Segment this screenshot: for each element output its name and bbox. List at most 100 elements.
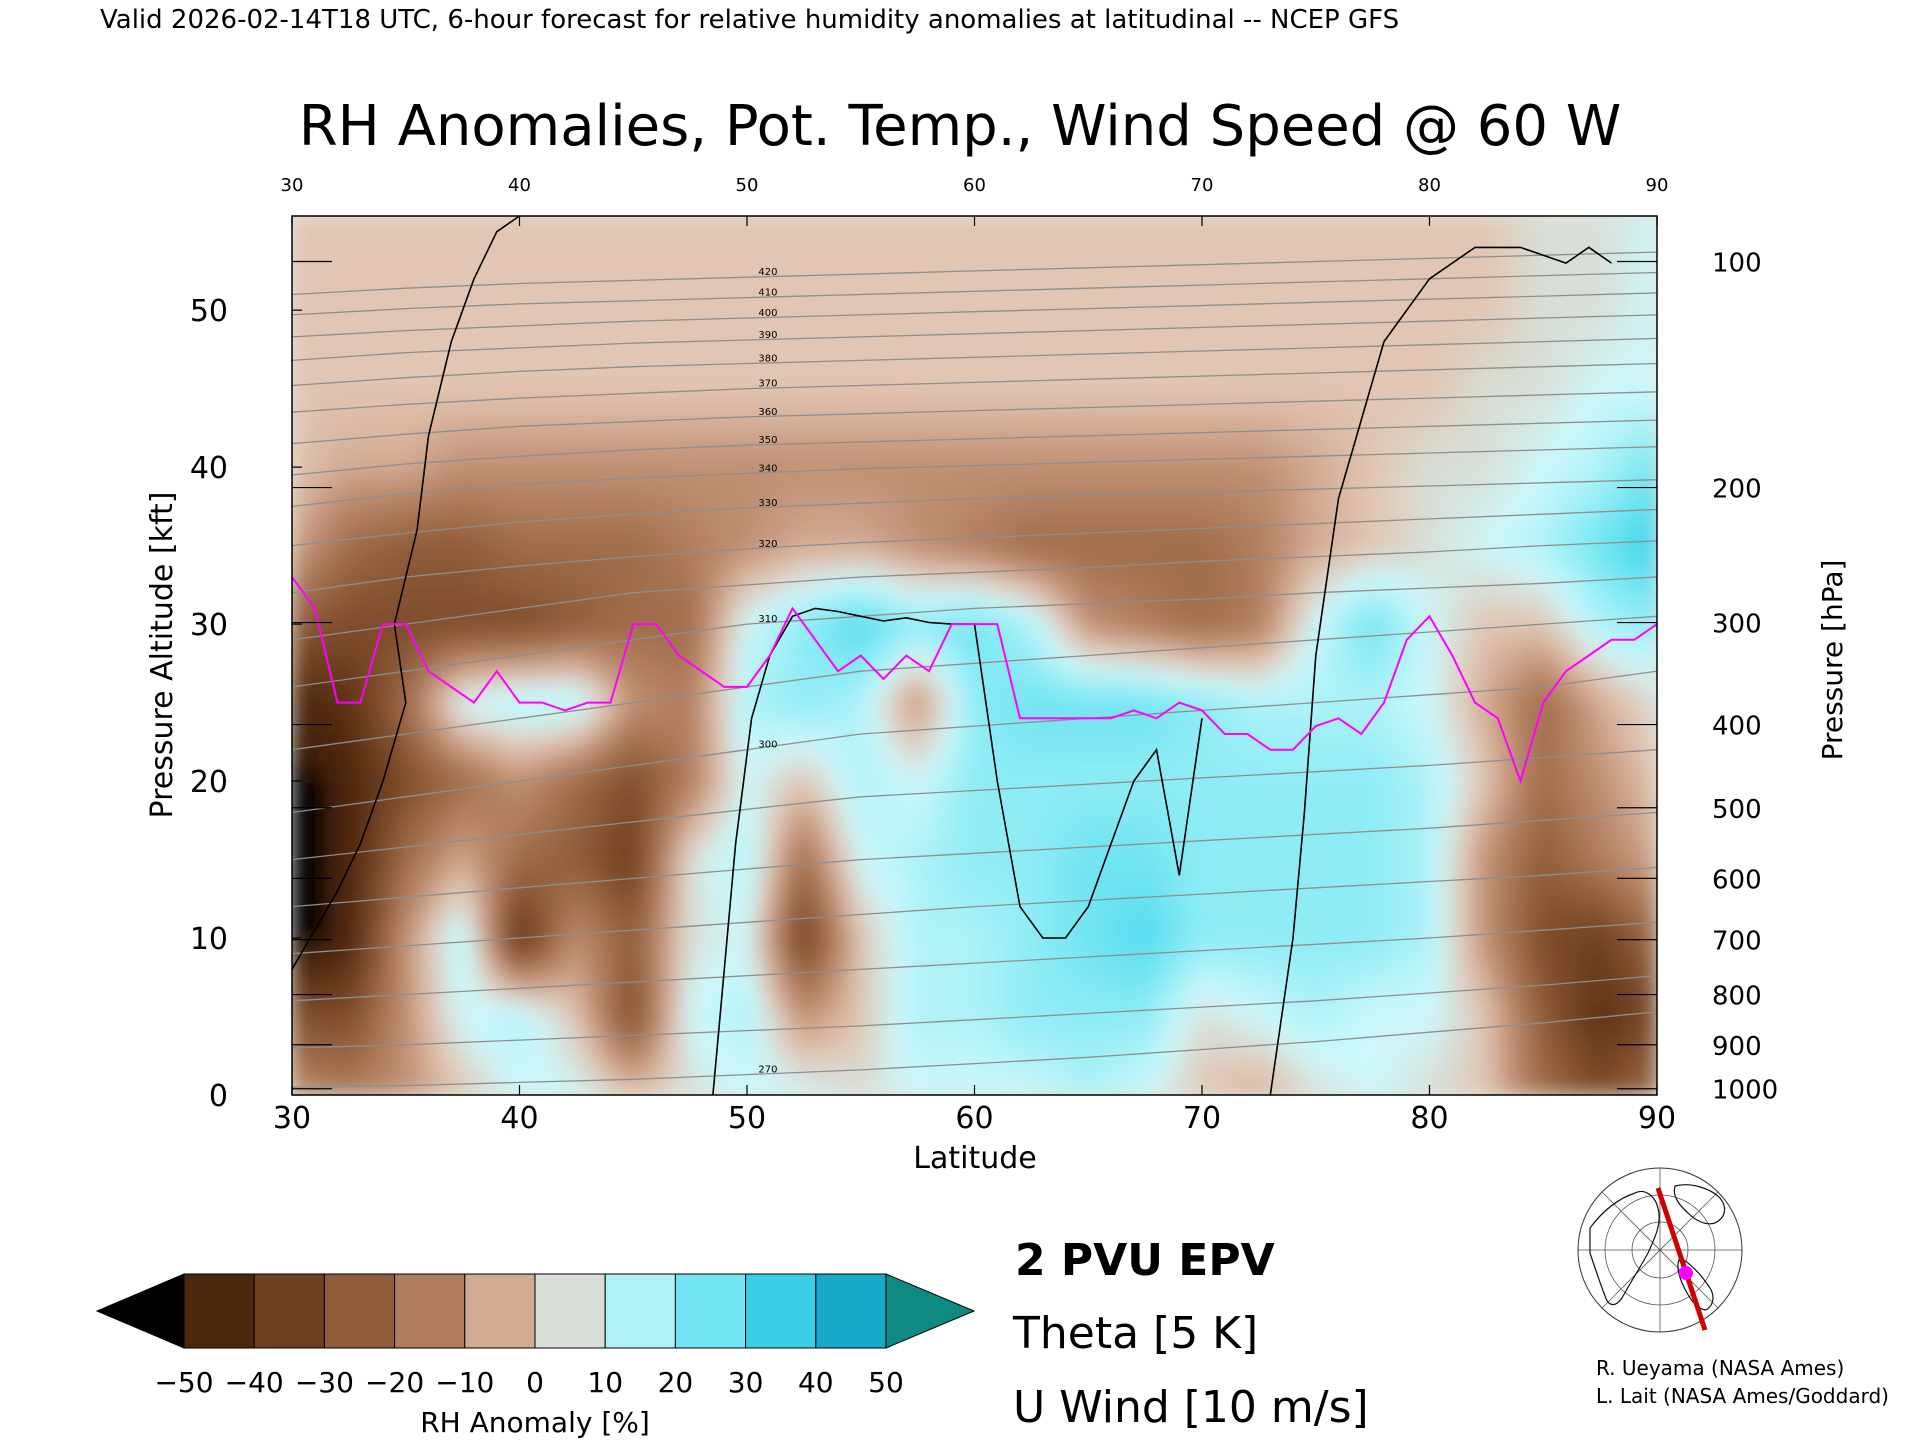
rh-anomaly-cell	[1508, 953, 1521, 970]
rh-anomaly-cell	[1565, 482, 1578, 500]
rh-anomaly-cell	[905, 498, 919, 515]
rh-anomaly-cell	[598, 1078, 611, 1095]
rh-anomaly-cell	[1360, 733, 1374, 751]
rh-anomaly-cell	[1235, 576, 1248, 594]
rh-anomaly-cell	[701, 717, 714, 735]
rh-anomaly-cell	[1053, 827, 1066, 845]
rh-anomaly-cell	[1212, 686, 1226, 704]
rh-anomaly-cell	[507, 1047, 520, 1065]
rh-anomaly-cell	[1633, 953, 1647, 970]
rh-anomaly-cell	[928, 560, 941, 578]
rh-anomaly-cell	[1599, 717, 1612, 735]
rh-anomaly-cell	[1497, 874, 1510, 892]
rh-anomaly-cell	[871, 968, 884, 986]
rh-anomaly-cell	[894, 576, 907, 594]
rh-anomaly-cell	[1463, 780, 1476, 798]
rh-anomaly-cell	[757, 435, 771, 452]
rh-anomaly-cell	[587, 450, 600, 468]
rh-anomaly-cell	[610, 827, 623, 845]
rh-anomaly-cell	[939, 1047, 953, 1065]
rh-anomaly-cell	[951, 764, 964, 782]
rh-anomaly-cell	[1406, 874, 1419, 892]
rh-anomaly-cell	[1235, 843, 1248, 861]
rh-anomaly-cell	[803, 984, 816, 1002]
rh-anomaly-cell	[575, 435, 589, 452]
rh-anomaly-cell	[939, 968, 953, 986]
rh-anomaly-cell	[428, 780, 441, 798]
rh-anomaly-cell	[1110, 607, 1123, 625]
rh-anomaly-cell	[1008, 466, 1021, 484]
rh-anomaly-cell	[1531, 764, 1544, 782]
rh-anomaly-cell	[1008, 513, 1021, 531]
rh-anomaly-cell	[780, 1016, 793, 1033]
rh-anomaly-cell	[1019, 1000, 1032, 1018]
rh-anomaly-cell	[689, 827, 702, 845]
rh-anomaly-cell	[450, 607, 464, 625]
rh-anomaly-cell	[337, 827, 350, 845]
rh-anomaly-cell	[1633, 576, 1647, 594]
rh-anomaly-cell	[632, 1047, 646, 1065]
rh-anomaly-cell	[837, 498, 850, 515]
rh-anomaly-cell	[1167, 937, 1180, 955]
rh-anomaly-cell	[1178, 513, 1192, 531]
rh-anomaly-cell	[575, 545, 589, 562]
rh-anomaly-cell	[484, 906, 498, 923]
rh-anomaly-cell	[1178, 764, 1192, 782]
rh-anomaly-cell	[1372, 1063, 1385, 1080]
rh-anomaly-cell	[1076, 859, 1089, 876]
rh-anomaly-cell	[416, 545, 429, 562]
rh-anomaly-cell	[1645, 1078, 1657, 1095]
rh-anomaly-cell	[302, 607, 316, 625]
rh-anomaly-cell	[393, 639, 407, 656]
rh-anomaly-cell	[348, 655, 361, 672]
rh-anomaly-cell	[1497, 827, 1510, 845]
rh-anomaly-cell	[1338, 937, 1351, 955]
rh-anomaly-cell	[292, 623, 304, 641]
rh-anomaly-cell	[905, 592, 919, 609]
rh-anomaly-cell	[1008, 764, 1021, 782]
rh-anomaly-cell	[1497, 906, 1510, 923]
rh-anomaly-cell	[860, 984, 873, 1002]
rh-anomaly-cell	[905, 545, 919, 562]
rh-anomaly-cell	[371, 953, 384, 970]
rh-anomaly-cell	[1224, 607, 1237, 625]
rh-anomaly-cell	[735, 890, 748, 908]
rh-anomaly-cell	[1167, 827, 1180, 845]
rh-anomaly-cell	[371, 1000, 384, 1018]
rh-anomaly-cell	[666, 937, 680, 955]
rh-anomaly-cell	[939, 576, 953, 594]
rh-anomaly-cell	[610, 498, 623, 515]
rh-anomaly-cell	[1247, 953, 1260, 970]
rh-anomaly-cell	[1394, 560, 1408, 578]
rh-anomaly-cell	[371, 1078, 384, 1095]
rh-anomaly-cell	[325, 576, 338, 594]
rh-anomaly-cell	[450, 545, 464, 562]
rh-anomaly-cell	[348, 1047, 361, 1065]
rh-anomaly-cell	[1247, 1016, 1260, 1033]
rh-anomaly-cell	[473, 482, 486, 500]
rh-anomaly-cell	[814, 1078, 828, 1095]
rh-anomaly-cell	[746, 498, 759, 515]
rh-anomaly-cell	[348, 968, 361, 986]
rh-anomaly-cell	[1042, 607, 1055, 625]
rh-anomaly-cell	[1645, 702, 1657, 719]
rh-anomaly-cell	[837, 984, 850, 1002]
rh-anomaly-cell	[689, 435, 702, 452]
rh-anomaly-cell	[473, 859, 486, 876]
rh-anomaly-cell	[359, 921, 373, 939]
rh-anomaly-cell	[701, 984, 714, 1002]
rh-anomaly-cell	[393, 1063, 407, 1080]
rh-anomaly-cell	[1417, 764, 1430, 782]
rh-anomaly-cell	[564, 780, 577, 798]
rh-anomaly-cell	[1087, 733, 1101, 751]
rh-anomaly-cell	[292, 796, 304, 813]
rh-anomaly-cell	[826, 639, 839, 656]
rh-anomaly-cell	[621, 498, 634, 515]
rh-anomaly-cell	[962, 1000, 975, 1018]
rh-anomaly-cell	[1633, 545, 1647, 562]
rh-anomaly-cell	[598, 906, 611, 923]
rh-anomaly-cell	[1212, 466, 1226, 484]
rh-anomaly-cell	[519, 921, 532, 939]
rh-anomaly-cell	[757, 953, 771, 970]
rh-anomaly-cell	[1190, 811, 1203, 829]
